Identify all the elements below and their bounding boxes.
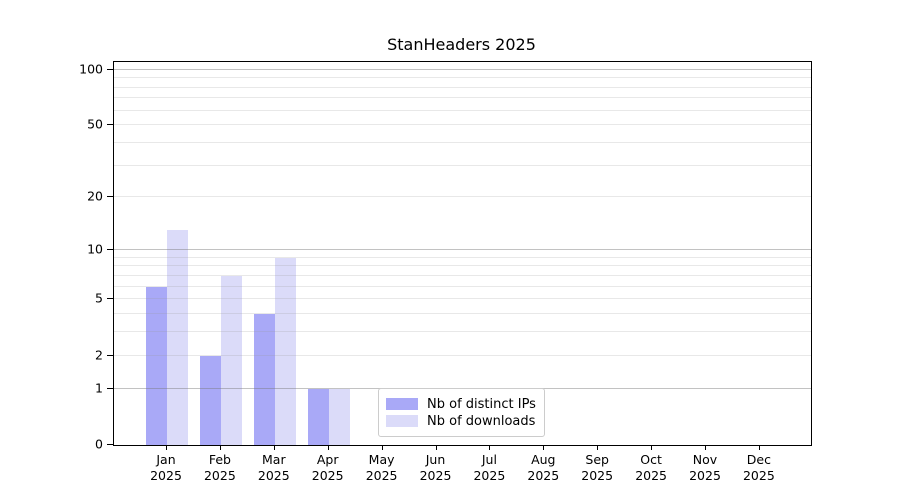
distinct-ips-swatch xyxy=(386,398,418,410)
x-tick-jan xyxy=(166,445,167,450)
gridline-minor-6 xyxy=(114,285,811,287)
plot-area xyxy=(113,61,812,446)
gridline-minor-4 xyxy=(114,313,811,315)
x-tick-label-apr: Apr 2025 xyxy=(311,452,344,483)
y-tick-100 xyxy=(107,68,113,70)
gridline-minor-9 xyxy=(114,256,811,258)
y-tick-2 xyxy=(107,354,113,356)
y-tick-label-5: 5 xyxy=(95,290,103,306)
gridline-minor-60 xyxy=(114,109,811,111)
gridline-major-100 xyxy=(114,68,811,70)
bar-distinct-ips-mar xyxy=(253,314,275,445)
x-tick-aug xyxy=(543,445,545,450)
x-tick-feb xyxy=(219,445,221,450)
y-tick-1 xyxy=(107,387,113,389)
downloads-swatch xyxy=(386,415,418,427)
gridline-minor-70 xyxy=(114,97,811,99)
y-tick-0 xyxy=(107,444,113,445)
x-tick-label-aug: Aug 2025 xyxy=(527,452,560,483)
gridline-minor-80 xyxy=(114,86,811,88)
x-tick-sep xyxy=(597,445,599,450)
x-tick-label-jul: Jul 2025 xyxy=(473,452,506,483)
bars-layer xyxy=(114,62,811,445)
x-tick-may xyxy=(381,445,383,450)
bar-downloads-feb xyxy=(220,275,242,445)
y-tick-label-50: 50 xyxy=(87,116,103,132)
legend-item-downloads: Nb of downloads xyxy=(386,413,536,429)
bar-downloads-jan xyxy=(167,230,188,445)
legend-item-distinct-ips: Nb of distinct IPs xyxy=(386,396,536,412)
x-tick-label-may: May 2025 xyxy=(365,452,398,483)
x-tick-label-sep: Sep 2025 xyxy=(581,452,614,483)
x-tick-label-feb: Feb 2025 xyxy=(203,452,236,483)
gridline-minor-50 xyxy=(114,124,811,126)
bar-downloads-mar xyxy=(274,257,296,445)
gridline-minor-30 xyxy=(114,164,811,166)
chart-title: StanHeaders 2025 xyxy=(387,35,536,54)
bar-distinct-ips-feb xyxy=(199,355,221,445)
x-tick-nov xyxy=(705,445,706,450)
legend-label-downloads: Nb of downloads xyxy=(427,413,536,429)
x-tick-label-mar: Mar 2025 xyxy=(257,452,290,483)
bar-distinct-ips-apr xyxy=(307,388,329,445)
gridline-minor-90 xyxy=(114,77,811,79)
y-tick-20 xyxy=(107,196,113,198)
x-tick-label-dec: Dec 2025 xyxy=(742,452,775,483)
y-tick-10 xyxy=(107,249,113,250)
legend: Nb of distinct IPs Nb of downloads xyxy=(378,388,545,437)
gridline-minor-7 xyxy=(114,274,811,276)
y-tick-50 xyxy=(107,124,113,126)
y-tick-label-100: 100 xyxy=(79,61,103,77)
x-tick-apr xyxy=(327,445,329,450)
gridline-minor-5 xyxy=(114,298,811,300)
y-tick-label-0: 0 xyxy=(95,436,103,452)
bar-distinct-ips-jan xyxy=(146,286,167,445)
x-tick-label-jan: Jan 2025 xyxy=(150,452,182,483)
gridline-minor-2 xyxy=(114,354,811,356)
x-tick-jul xyxy=(489,445,491,450)
y-tick-label-20: 20 xyxy=(87,188,103,204)
gridline-minor-40 xyxy=(114,142,811,143)
x-tick-label-jun: Jun 2025 xyxy=(419,452,452,483)
bar-downloads-apr xyxy=(328,388,350,445)
x-tick-jun xyxy=(435,445,437,450)
x-tick-dec xyxy=(758,445,760,450)
gridline-major-10 xyxy=(114,249,811,250)
legend-label-distinct-ips: Nb of distinct IPs xyxy=(427,396,536,412)
y-tick-5 xyxy=(107,298,113,300)
gridline-minor-8 xyxy=(114,265,811,267)
x-tick-mar xyxy=(273,445,275,450)
y-tick-label-10: 10 xyxy=(87,241,103,257)
x-tick-label-nov: Nov 2025 xyxy=(689,452,721,483)
x-tick-oct xyxy=(651,445,653,450)
y-tick-label-2: 2 xyxy=(95,347,103,363)
x-tick-label-oct: Oct 2025 xyxy=(635,452,667,483)
y-tick-label-1: 1 xyxy=(95,380,103,396)
gridline-minor-20 xyxy=(114,196,811,198)
gridline-minor-3 xyxy=(114,331,811,333)
